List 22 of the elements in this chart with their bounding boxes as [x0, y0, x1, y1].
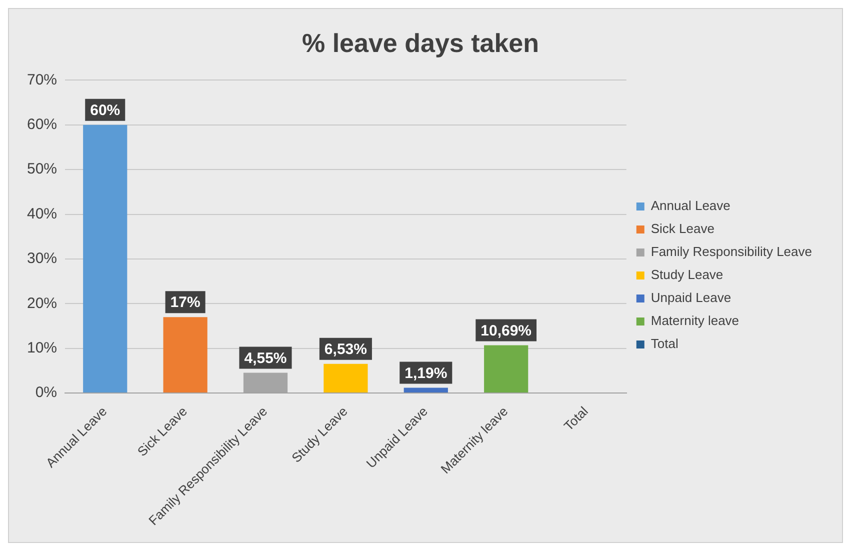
legend-label: Annual Leave	[650, 198, 730, 214]
y-tick-label: 70%	[26, 71, 58, 88]
y-tick-label: 60%	[26, 116, 58, 134]
chart-title: % leave days taken	[302, 28, 540, 58]
y-tick-label: 0%	[35, 384, 58, 402]
y-tick-label: 50%	[26, 160, 58, 178]
data-label: 6,53%	[324, 340, 367, 358]
data-label: 17%	[170, 294, 200, 312]
legend-label: Sick Leave	[650, 221, 714, 236]
y-tick-label: 40%	[26, 205, 58, 222]
legend-label: Study Leave	[650, 267, 724, 282]
data-label: 10,69%	[480, 322, 532, 340]
y-tick-label: 20%	[26, 294, 58, 312]
y-tick-label: 10%	[26, 339, 58, 356]
legend-label: Family Responsibility Leave	[650, 244, 812, 260]
legend-label: Maternity leave	[650, 313, 740, 328]
legend-label: Total	[650, 336, 678, 352]
legend-label: Unpaid Leave	[650, 290, 732, 306]
data-label: 1,19%	[404, 364, 448, 382]
data-label: 4,55%	[244, 350, 287, 367]
data-label: 60%	[90, 102, 120, 120]
y-tick-label: 30%	[26, 250, 58, 268]
